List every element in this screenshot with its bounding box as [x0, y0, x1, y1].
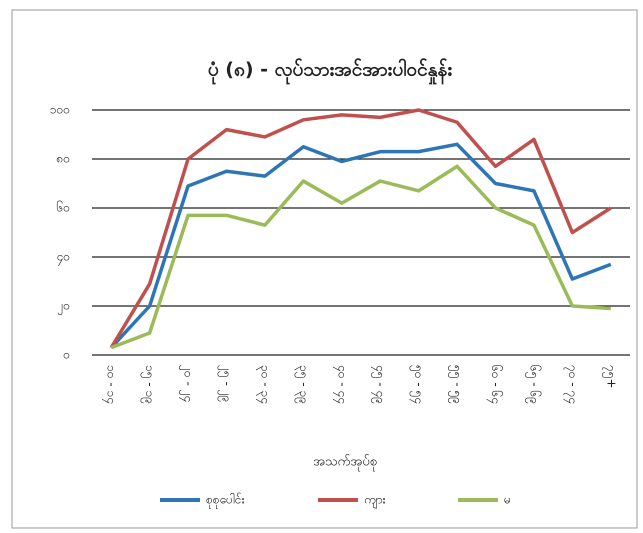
x-axis-label: အသက်အုပ်စု [313, 454, 377, 472]
chart-frame [11, 9, 638, 529]
x-tick-label: ၆၀ - ၆၄ [486, 365, 504, 404]
x-tick-label: ၇၅+ [601, 365, 618, 389]
y-tick-label: ၆၀ [57, 200, 71, 215]
x-tick-label: ၁၀ - ၁၄ [102, 365, 119, 404]
legend-label: ကျား [364, 493, 386, 510]
x-tick-label: ၅၅ - ၅၉ [448, 365, 465, 404]
legend-label: စုစုပေါင်း [206, 492, 245, 510]
y-tick-label: ၈၀ [56, 152, 70, 166]
y-tick-label: ၁၀၀ [50, 103, 70, 117]
x-tick-label: ၇၀ - ၇၄ [563, 365, 580, 404]
x-tick-label: ၄၀ - ၄၄ [332, 365, 349, 404]
x-tick-label: ၃၀ - ၃၄ [255, 365, 272, 404]
x-tick-label: ၂၅ - ၂၉ [217, 365, 234, 402]
series-line [109, 142, 612, 349]
series-line [109, 108, 612, 349]
x-tick-label: ၁၅ - ၁၉ [140, 365, 157, 404]
x-tick-label: ၃၅ - ၃၉ [294, 365, 311, 404]
x-tick-label: ၅၀ - ၅၄ [409, 365, 426, 404]
y-tick-label: ၀ [63, 348, 70, 362]
x-tick-label: ၂၀ - ၂၄ [179, 365, 196, 402]
series-line [110, 164, 611, 350]
x-tick-label: ၆၅ - ၆၉ [524, 365, 542, 404]
legend-label: မ [504, 493, 511, 507]
y-tick-label: ၄၀ [57, 250, 71, 267]
x-tick-label: ၄၅ - ၄၉ [371, 365, 388, 404]
y-tick-label: ၂၀ [57, 299, 70, 316]
